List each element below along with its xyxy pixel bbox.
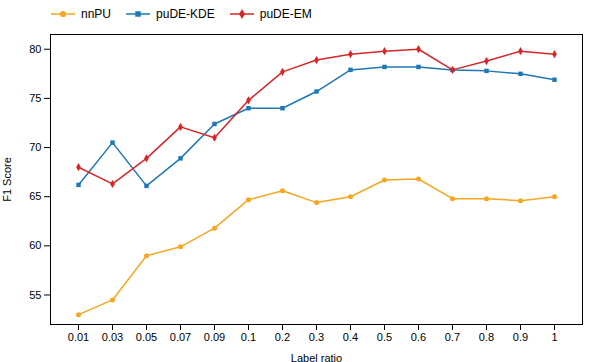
html-text:puDE-EM: puDE-EM: [259, 7, 312, 21]
svg-text:Label ratio: Label ratio: [291, 352, 342, 362]
html-text:nnPU: nnPU: [81, 7, 111, 21]
svg-text:0.2: 0.2: [275, 331, 290, 343]
svg-text:0.03: 0.03: [102, 331, 123, 343]
svg-text:0.07: 0.07: [170, 331, 191, 343]
html-text:puDE-KDE: puDE-KDE: [156, 7, 215, 21]
svg-text:0.6: 0.6: [411, 331, 426, 343]
svg-text:0.3: 0.3: [309, 331, 324, 343]
svg-text:55: 55: [29, 289, 41, 301]
svg-text:0.5: 0.5: [377, 331, 392, 343]
svg-text:0.7: 0.7: [445, 331, 460, 343]
svg-text:0.05: 0.05: [136, 331, 157, 343]
svg-text:0.01: 0.01: [68, 331, 89, 343]
svg-text:0.9: 0.9: [513, 331, 528, 343]
svg-text:75: 75: [29, 92, 41, 104]
svg-text:1: 1: [551, 331, 557, 343]
svg-text:0.09: 0.09: [204, 331, 225, 343]
svg-text:70: 70: [29, 141, 41, 153]
svg-text:0.4: 0.4: [343, 331, 358, 343]
svg-text:65: 65: [29, 190, 41, 202]
svg-text:F1 Score: F1 Score: [1, 157, 13, 202]
svg-text:0.1: 0.1: [241, 331, 256, 343]
svg-text:0.8: 0.8: [479, 331, 494, 343]
svg-text:80: 80: [29, 43, 41, 55]
svg-text:60: 60: [29, 239, 41, 251]
